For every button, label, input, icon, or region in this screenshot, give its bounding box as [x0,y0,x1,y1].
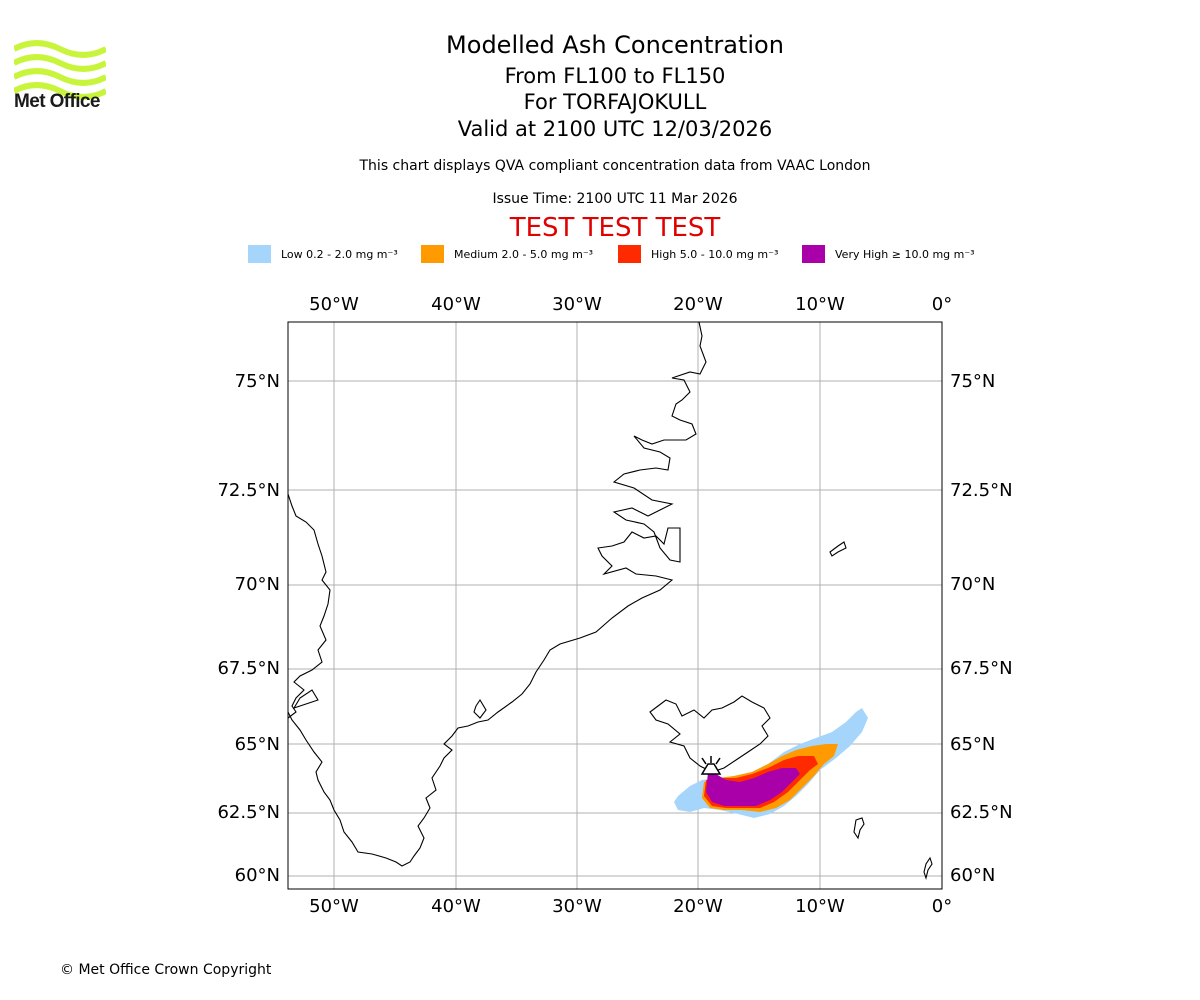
lat-label-left-62n: 62.5°N [217,802,280,823]
legend-item-very-high: Very High ≥ 10.0 mg m⁻³ [802,244,975,264]
shetland [923,856,933,880]
lat-labels-left: 75°N 72.5°N 70°N 67.5°N 65°N 62.5°N 60°N [217,371,280,886]
description-text: This chart displays QVA compliant concen… [359,158,871,174]
jan-mayen [829,541,847,557]
ash-plume [674,708,868,818]
logo-text: Met Office [14,91,100,112]
legend-label-low: Low 0.2 - 2.0 mg m⁻³ [281,247,398,261]
lon-label-bottom-10w: 10°W [795,896,845,917]
issue-time: Issue Time: 2100 UTC 11 Mar 2026 [492,191,738,207]
lon-label-bottom-40w: 40°W [431,896,481,917]
lat-label-left-65n: 65°N [235,734,280,755]
test-banner: TEST TEST TEST [509,213,721,243]
lat-label-right-72n: 72.5°N [950,480,1013,501]
ash-very-high [706,768,800,806]
faroe-islands [853,817,865,840]
lon-label-top-0: 0° [932,294,952,315]
copyright-text: © Met Office Crown Copyright [60,962,272,978]
lon-label-top-20w: 20°W [673,294,723,315]
legend-label-very-high: Very High ≥ 10.0 mg m⁻³ [835,247,975,261]
lat-label-left-70n: 70°N [235,574,280,595]
legend: Low 0.2 - 2.0 mg m⁻³ Medium 2.0 - 5.0 mg… [248,244,1008,264]
greenland-fjord-1 [473,698,487,719]
lon-label-bottom-50w: 50°W [309,896,359,917]
lon-label-top-10w: 10°W [795,294,845,315]
lon-labels-top: 50°W 40°W 30°W 20°W 10°W 0° [309,294,952,315]
lon-label-top-50w: 50°W [309,294,359,315]
lat-label-left-75n: 75°N [235,371,280,392]
lat-label-right-67n: 67.5°N [950,658,1013,679]
legend-item-medium: Medium 2.0 - 5.0 mg m⁻³ [421,244,593,264]
legend-swatch-medium [421,245,444,263]
map-frame [287,321,943,890]
lon-label-top-30w: 30°W [552,294,602,315]
legend-item-high: High 5.0 - 10.0 mg m⁻³ [618,244,778,264]
legend-label-medium: Medium 2.0 - 5.0 mg m⁻³ [454,247,594,261]
chart-title: Modelled Ash Concentration [446,31,784,59]
legend-swatch-high [618,245,641,263]
lat-label-left-60n: 60°N [235,865,280,886]
volcano-name: For TORFAJOKULL [523,90,707,114]
lon-label-top-40w: 40°W [431,294,481,315]
lat-label-left-67n: 67.5°N [217,658,280,679]
lon-labels-bottom: 50°W 40°W 30°W 20°W 10°W 0° [309,896,952,917]
legend-label-high: High 5.0 - 10.0 mg m⁻³ [651,247,779,261]
map-gridlines [288,322,942,889]
legend-swatch-very-high [802,245,825,263]
lat-labels-right: 75°N 72.5°N 70°N 67.5°N 65°N 62.5°N 60°N [950,371,1013,886]
lat-label-right-62n: 62.5°N [950,802,1013,823]
iceland-coast [649,695,771,773]
coastline [287,321,933,880]
flight-levels: From FL100 to FL150 [504,64,726,88]
met-office-logo-icon [14,40,106,100]
legend-swatch-low [248,245,271,263]
lon-label-bottom-0: 0° [932,896,952,917]
lat-label-right-75n: 75°N [950,371,995,392]
valid-time: Valid at 2100 UTC 12/03/2026 [457,117,773,141]
lat-label-left-72n: 72.5°N [217,480,280,501]
lat-label-right-65n: 65°N [950,734,995,755]
legend-item-low: Low 0.2 - 2.0 mg m⁻³ [248,244,398,264]
volcano-icon [700,756,722,775]
greenland-fjord-2 [292,689,319,709]
lon-label-bottom-20w: 20°W [673,896,723,917]
lon-label-bottom-30w: 30°W [552,896,602,917]
greenland-west-coast [287,493,331,719]
lat-label-right-60n: 60°N [950,865,995,886]
lat-label-right-70n: 70°N [950,574,995,595]
greenland-east-coast [287,321,707,867]
